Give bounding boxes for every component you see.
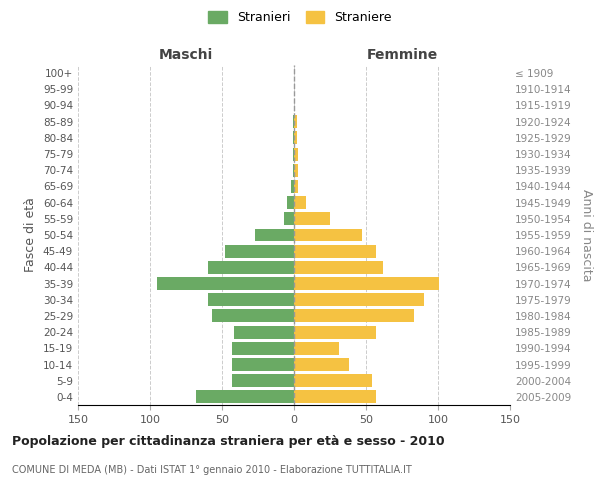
Bar — [232, 374, 294, 387]
Text: Maschi: Maschi — [159, 48, 213, 62]
Bar — [294, 342, 338, 355]
Bar — [284, 212, 294, 226]
Bar — [294, 358, 349, 371]
Bar — [208, 261, 294, 274]
Bar — [294, 164, 298, 176]
Bar — [294, 326, 376, 338]
Bar — [232, 342, 294, 355]
Bar — [291, 180, 294, 193]
Bar — [294, 244, 376, 258]
Bar — [232, 358, 294, 371]
Bar — [294, 196, 305, 209]
Bar — [255, 228, 294, 241]
Bar — [208, 294, 294, 306]
Y-axis label: Anni di nascita: Anni di nascita — [580, 188, 593, 281]
Y-axis label: Fasce di età: Fasce di età — [25, 198, 37, 272]
Bar — [287, 196, 294, 209]
Bar — [294, 277, 439, 290]
Bar — [294, 212, 330, 226]
Text: COMUNE DI MEDA (MB) - Dati ISTAT 1° gennaio 2010 - Elaborazione TUTTITALIA.IT: COMUNE DI MEDA (MB) - Dati ISTAT 1° genn… — [12, 465, 412, 475]
Bar — [293, 148, 294, 160]
Bar — [225, 244, 294, 258]
Bar — [294, 294, 424, 306]
Bar — [294, 390, 376, 404]
Legend: Stranieri, Straniere: Stranieri, Straniere — [203, 6, 397, 29]
Bar — [294, 310, 413, 322]
Bar — [157, 277, 294, 290]
Bar — [294, 148, 298, 160]
Bar — [294, 132, 297, 144]
Bar — [294, 228, 362, 241]
Text: Popolazione per cittadinanza straniera per età e sesso - 2010: Popolazione per cittadinanza straniera p… — [12, 435, 445, 448]
Bar — [294, 374, 372, 387]
Bar — [293, 132, 294, 144]
Bar — [293, 164, 294, 176]
Bar — [212, 310, 294, 322]
Bar — [293, 115, 294, 128]
Bar — [294, 115, 297, 128]
Bar — [294, 261, 383, 274]
Bar — [233, 326, 294, 338]
Bar — [294, 180, 298, 193]
Bar — [196, 390, 294, 404]
Text: Femmine: Femmine — [367, 48, 437, 62]
